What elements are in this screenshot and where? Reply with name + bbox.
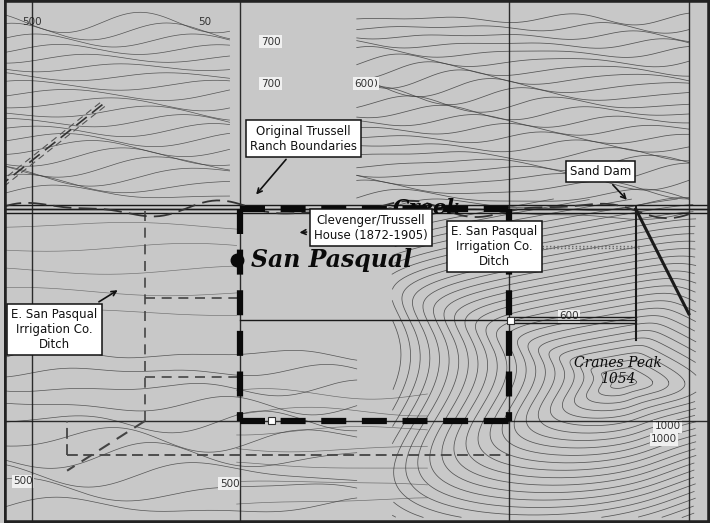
Text: 600: 600 [359, 78, 378, 89]
Text: Original Trussell
Ranch Boundaries: Original Trussell Ranch Boundaries [250, 124, 357, 193]
Bar [507, 316, 514, 324]
Text: 700: 700 [261, 78, 280, 89]
Bar [268, 417, 275, 424]
Text: 600: 600 [559, 311, 579, 322]
Text: 1000: 1000 [651, 434, 677, 445]
Text: San Pasqual: San Pasqual [251, 248, 412, 272]
Text: 500: 500 [220, 479, 239, 489]
Text: E. San Pasqual
Irrigation Co.
Ditch: E. San Pasqual Irrigation Co. Ditch [11, 291, 116, 351]
Text: Cranes Peak
1054: Cranes Peak 1054 [574, 356, 662, 386]
Text: Sand Dam: Sand Dam [570, 165, 631, 199]
Text: 600: 600 [354, 78, 373, 89]
Text: Creek: Creek [393, 198, 462, 218]
Text: 50: 50 [198, 17, 212, 27]
Text: 500: 500 [22, 17, 42, 27]
Text: 500: 500 [13, 476, 33, 486]
Text: 1000: 1000 [655, 421, 681, 431]
Text: Clevenger/Trussell
House (1872-1905): Clevenger/Trussell House (1872-1905) [301, 213, 427, 242]
Text: E. San Pasqual
Irrigation Co.
Ditch: E. San Pasqual Irrigation Co. Ditch [452, 225, 537, 268]
Text: 700: 700 [261, 37, 280, 47]
